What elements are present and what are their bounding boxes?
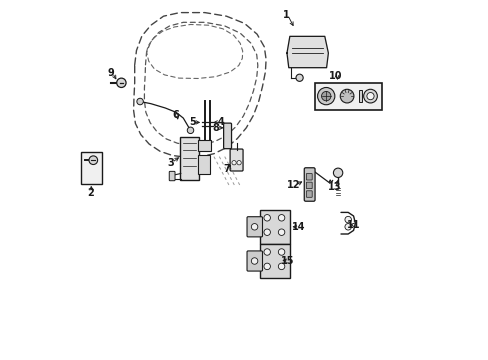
Circle shape <box>264 263 270 270</box>
Circle shape <box>295 74 303 81</box>
Text: 2: 2 <box>87 188 94 198</box>
Polygon shape <box>286 36 328 68</box>
Bar <box>314 83 382 110</box>
Circle shape <box>340 89 353 103</box>
Text: 7: 7 <box>224 164 230 174</box>
FancyBboxPatch shape <box>180 137 199 180</box>
Circle shape <box>366 93 373 100</box>
Circle shape <box>344 216 351 223</box>
Circle shape <box>237 161 241 165</box>
Text: 3: 3 <box>167 158 174 168</box>
FancyBboxPatch shape <box>306 174 311 180</box>
FancyBboxPatch shape <box>169 171 175 181</box>
FancyBboxPatch shape <box>246 217 262 237</box>
Circle shape <box>278 229 284 235</box>
Text: 11: 11 <box>346 220 360 230</box>
Circle shape <box>278 263 284 270</box>
FancyBboxPatch shape <box>304 168 314 201</box>
Circle shape <box>344 224 351 230</box>
Circle shape <box>251 224 257 230</box>
Circle shape <box>187 127 193 134</box>
Circle shape <box>251 258 257 264</box>
FancyBboxPatch shape <box>81 152 102 184</box>
Circle shape <box>89 156 98 165</box>
Circle shape <box>137 98 143 105</box>
Text: 15: 15 <box>281 256 294 266</box>
FancyBboxPatch shape <box>198 140 211 151</box>
Circle shape <box>278 215 284 221</box>
Text: 6: 6 <box>172 110 179 120</box>
Text: 9: 9 <box>108 68 115 78</box>
Text: 12: 12 <box>287 180 300 190</box>
Text: 14: 14 <box>291 222 305 232</box>
Circle shape <box>333 168 342 177</box>
Text: 10: 10 <box>328 71 342 81</box>
FancyBboxPatch shape <box>306 191 311 197</box>
FancyBboxPatch shape <box>246 251 262 271</box>
Circle shape <box>278 249 284 255</box>
Circle shape <box>264 229 270 235</box>
Bar <box>358 90 362 102</box>
Text: 13: 13 <box>327 182 341 192</box>
Circle shape <box>321 91 330 101</box>
FancyBboxPatch shape <box>260 244 289 278</box>
FancyBboxPatch shape <box>198 155 210 174</box>
Circle shape <box>264 215 270 221</box>
Circle shape <box>363 89 377 103</box>
Circle shape <box>317 87 334 105</box>
FancyBboxPatch shape <box>260 210 289 244</box>
FancyBboxPatch shape <box>223 123 231 149</box>
Circle shape <box>264 249 270 255</box>
FancyBboxPatch shape <box>306 182 311 189</box>
Circle shape <box>231 161 236 165</box>
Text: 4: 4 <box>217 117 224 127</box>
Circle shape <box>117 78 126 87</box>
Text: 5: 5 <box>188 117 195 127</box>
Text: 1: 1 <box>283 10 289 20</box>
Text: 8: 8 <box>212 123 219 133</box>
FancyBboxPatch shape <box>230 149 243 171</box>
